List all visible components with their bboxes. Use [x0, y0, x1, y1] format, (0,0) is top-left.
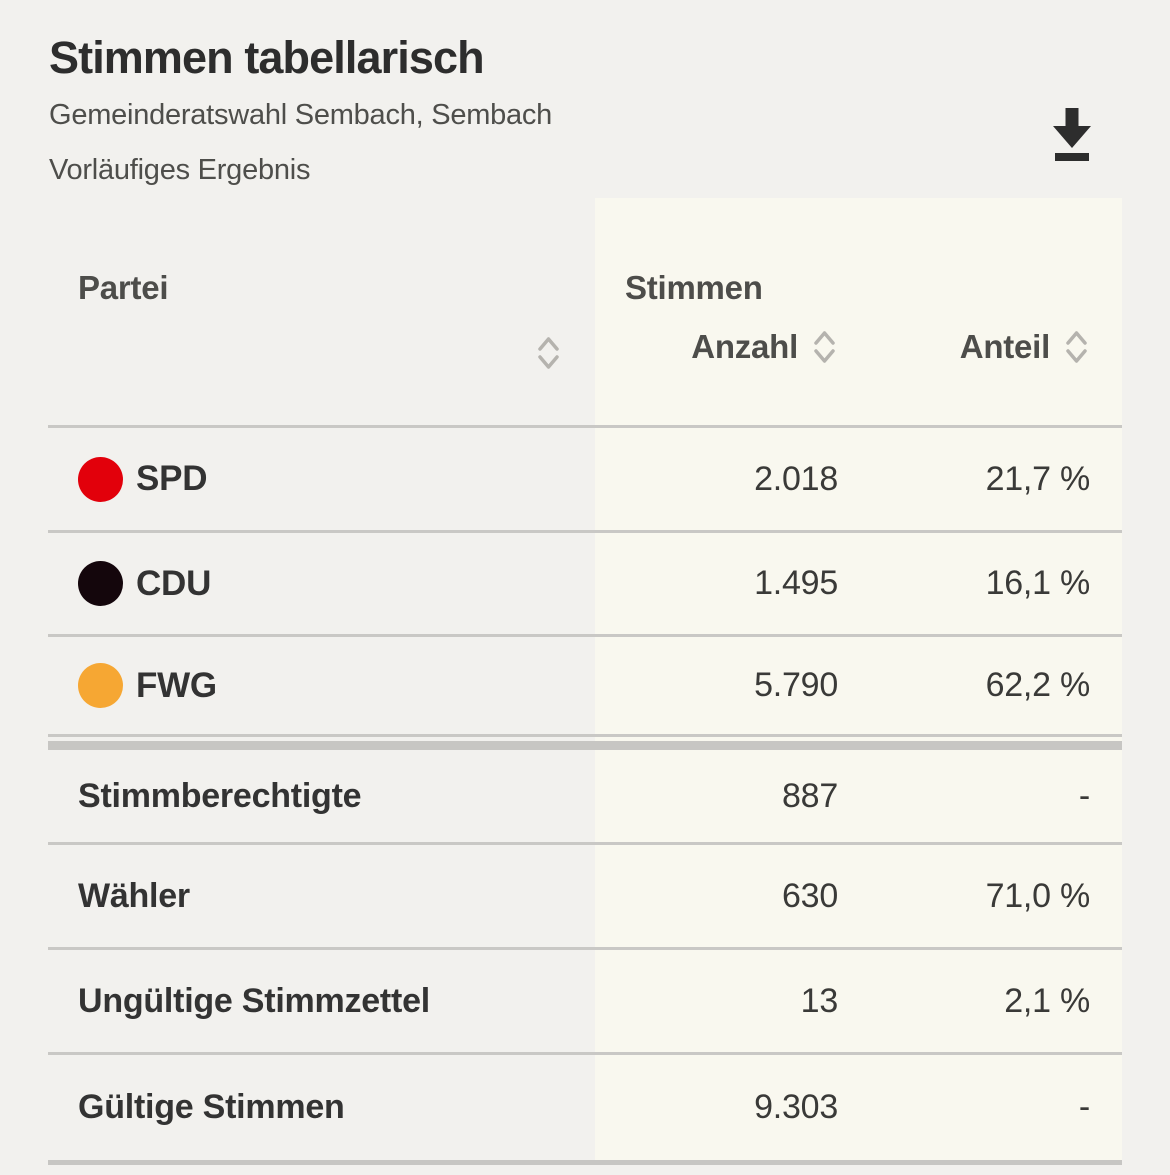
download-icon: [1046, 105, 1098, 163]
table-header: Partei Stimmen Anzahl: [48, 198, 1122, 428]
sort-partei-button[interactable]: [535, 333, 562, 373]
column-group-partei: Partei: [78, 269, 169, 306]
party-anteil-value: 21,7 %: [985, 459, 1091, 498]
summary-anzahl-value: 887: [781, 776, 838, 815]
summary-label: Ungültige Stimmzettel: [78, 981, 430, 1020]
party-rows: SPD 2.018 21,7 % CDU 1.495 16,1 % FWG 5.…: [48, 428, 1122, 737]
summary-label: Gültige Stimmen: [78, 1088, 345, 1126]
party-name: SPD: [136, 459, 208, 498]
summary-row: Ungültige Stimmzettel 13 2,1 %: [48, 950, 1122, 1055]
column-group-stimmen: Stimmen: [625, 269, 763, 306]
party-row: FWG 5.790 62,2 %: [48, 637, 1122, 737]
party-anteil-value: 62,2 %: [985, 666, 1091, 704]
download-button[interactable]: [1040, 100, 1104, 168]
election-name: Gemeinderatswahl Sembach, Sembach: [49, 99, 553, 132]
summary-row: Stimmberechtigte 887 -: [48, 750, 1122, 845]
sort-chevrons-icon: [538, 337, 559, 369]
summary-anteil-value: 71,0 %: [985, 876, 1091, 915]
summary-row: Gültige Stimmen 9.303 -: [48, 1055, 1122, 1160]
summary-label: Wähler: [78, 876, 190, 915]
summary-anzahl-value: 630: [781, 876, 838, 915]
party-row: SPD 2.018 21,7 %: [48, 428, 1122, 533]
summary-anteil-value: -: [1078, 776, 1090, 815]
result-status: Vorläufiges Ergebnis: [49, 154, 311, 187]
party-row: CDU 1.495 16,1 %: [48, 533, 1122, 637]
party-anzahl-value: 5.790: [754, 666, 838, 704]
party-color-dot: [78, 663, 123, 708]
party-anteil-value: 16,1 %: [985, 564, 1091, 602]
votes-table: Partei Stimmen Anzahl: [48, 198, 1122, 1165]
widget-header: Stimmen tabellarisch Gemeinderatswahl Se…: [0, 0, 1170, 198]
sort-chevrons-icon: [814, 331, 835, 363]
section-divider: [48, 737, 1122, 750]
party-color-dot: [78, 456, 123, 502]
sort-chevrons-icon: [1066, 331, 1087, 363]
party-anzahl-value: 2.018: [754, 459, 838, 498]
summary-anzahl-value: 13: [800, 981, 839, 1020]
party-name: FWG: [136, 665, 217, 705]
party-anzahl-value: 1.495: [754, 564, 838, 602]
summary-anteil-value: 2,1 %: [1004, 981, 1090, 1020]
party-color-dot: [78, 561, 123, 606]
sort-anzahl-button[interactable]: [811, 327, 838, 367]
table-bottom-border: [48, 1160, 1122, 1165]
column-header-anteil: Anteil: [959, 328, 1050, 365]
party-name: CDU: [136, 563, 212, 603]
summary-row: Wähler 630 71,0 %: [48, 845, 1122, 950]
column-header-anzahl: Anzahl: [691, 328, 798, 365]
summary-anteil-value: -: [1078, 1088, 1090, 1126]
summary-anzahl-value: 9.303: [754, 1088, 838, 1126]
sort-anteil-button[interactable]: [1063, 327, 1090, 367]
summary-rows: Stimmberechtigte 887 - Wähler 630 71,0 %…: [48, 750, 1122, 1160]
page-title: Stimmen tabellarisch: [49, 32, 485, 83]
summary-label: Stimmberechtigte: [78, 776, 362, 815]
